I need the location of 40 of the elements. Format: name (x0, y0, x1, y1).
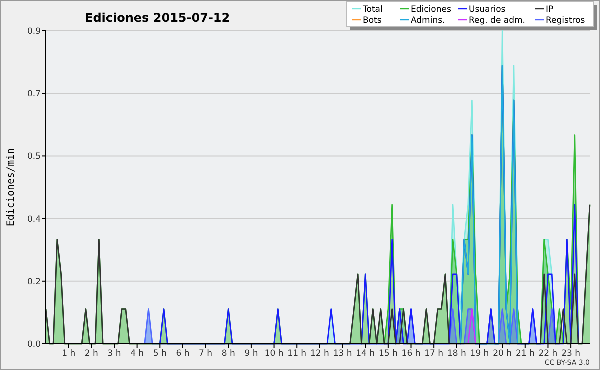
x-tick-label: 9 h (244, 349, 258, 359)
x-tick-label: 13 h (333, 349, 352, 359)
y-tick-label: 0.2 (27, 277, 41, 288)
x-tick-label: 2 h (84, 349, 98, 359)
chart-title: Ediciones 2015-07-12 (85, 11, 230, 25)
legend-label: Total (362, 4, 383, 15)
x-tick-label: 14 h (356, 349, 376, 359)
legend-label: Admins. (411, 16, 446, 26)
legend-label: Ediciones (411, 4, 452, 15)
y-tick-label: 0.9 (27, 26, 41, 37)
x-tick-label: 1 h (62, 349, 76, 359)
y-tick-label: 0.5 (27, 152, 41, 162)
y-tick-label: 0.4 (27, 214, 41, 225)
x-tick-label: 5 h (153, 349, 167, 359)
x-tick-label: 12 h (310, 349, 330, 359)
x-tick-label: 11 h (288, 349, 307, 359)
x-tick-label: 18 h (447, 349, 466, 359)
y-axis-title: Ediciones/min (6, 148, 17, 227)
x-tick-label: 17 h (424, 349, 444, 359)
line-series (460, 65, 519, 345)
x-tick-label: 20 h (493, 349, 512, 359)
legend-label: Reg. de adm. (469, 16, 526, 26)
x-tick-label: 4 h (130, 349, 144, 359)
legend-label: Bots (363, 16, 382, 26)
x-tick-label: 21 h (516, 349, 535, 359)
x-tick-label: 10 h (264, 349, 284, 359)
x-tick-label: 16 h (402, 349, 421, 359)
y-tick-label: 0.7 (27, 90, 41, 100)
x-tick-label: 3 h (108, 349, 122, 359)
x-tick-label: 15 h (378, 349, 398, 359)
legend-label: Usuarios (469, 4, 506, 15)
x-tick-label: 8 h (222, 349, 236, 359)
x-tick-label: 19 h (470, 349, 490, 359)
legend-label: Registros (546, 16, 586, 26)
x-tick-label: 6 h (176, 349, 190, 359)
x-tick-label: 22 h (538, 349, 558, 359)
y-tick-label: 0.0 (27, 340, 41, 350)
legend-label: IP (546, 4, 554, 15)
x-tick-label: 23 h (562, 349, 581, 359)
x-tick-label: 7 h (199, 349, 213, 359)
